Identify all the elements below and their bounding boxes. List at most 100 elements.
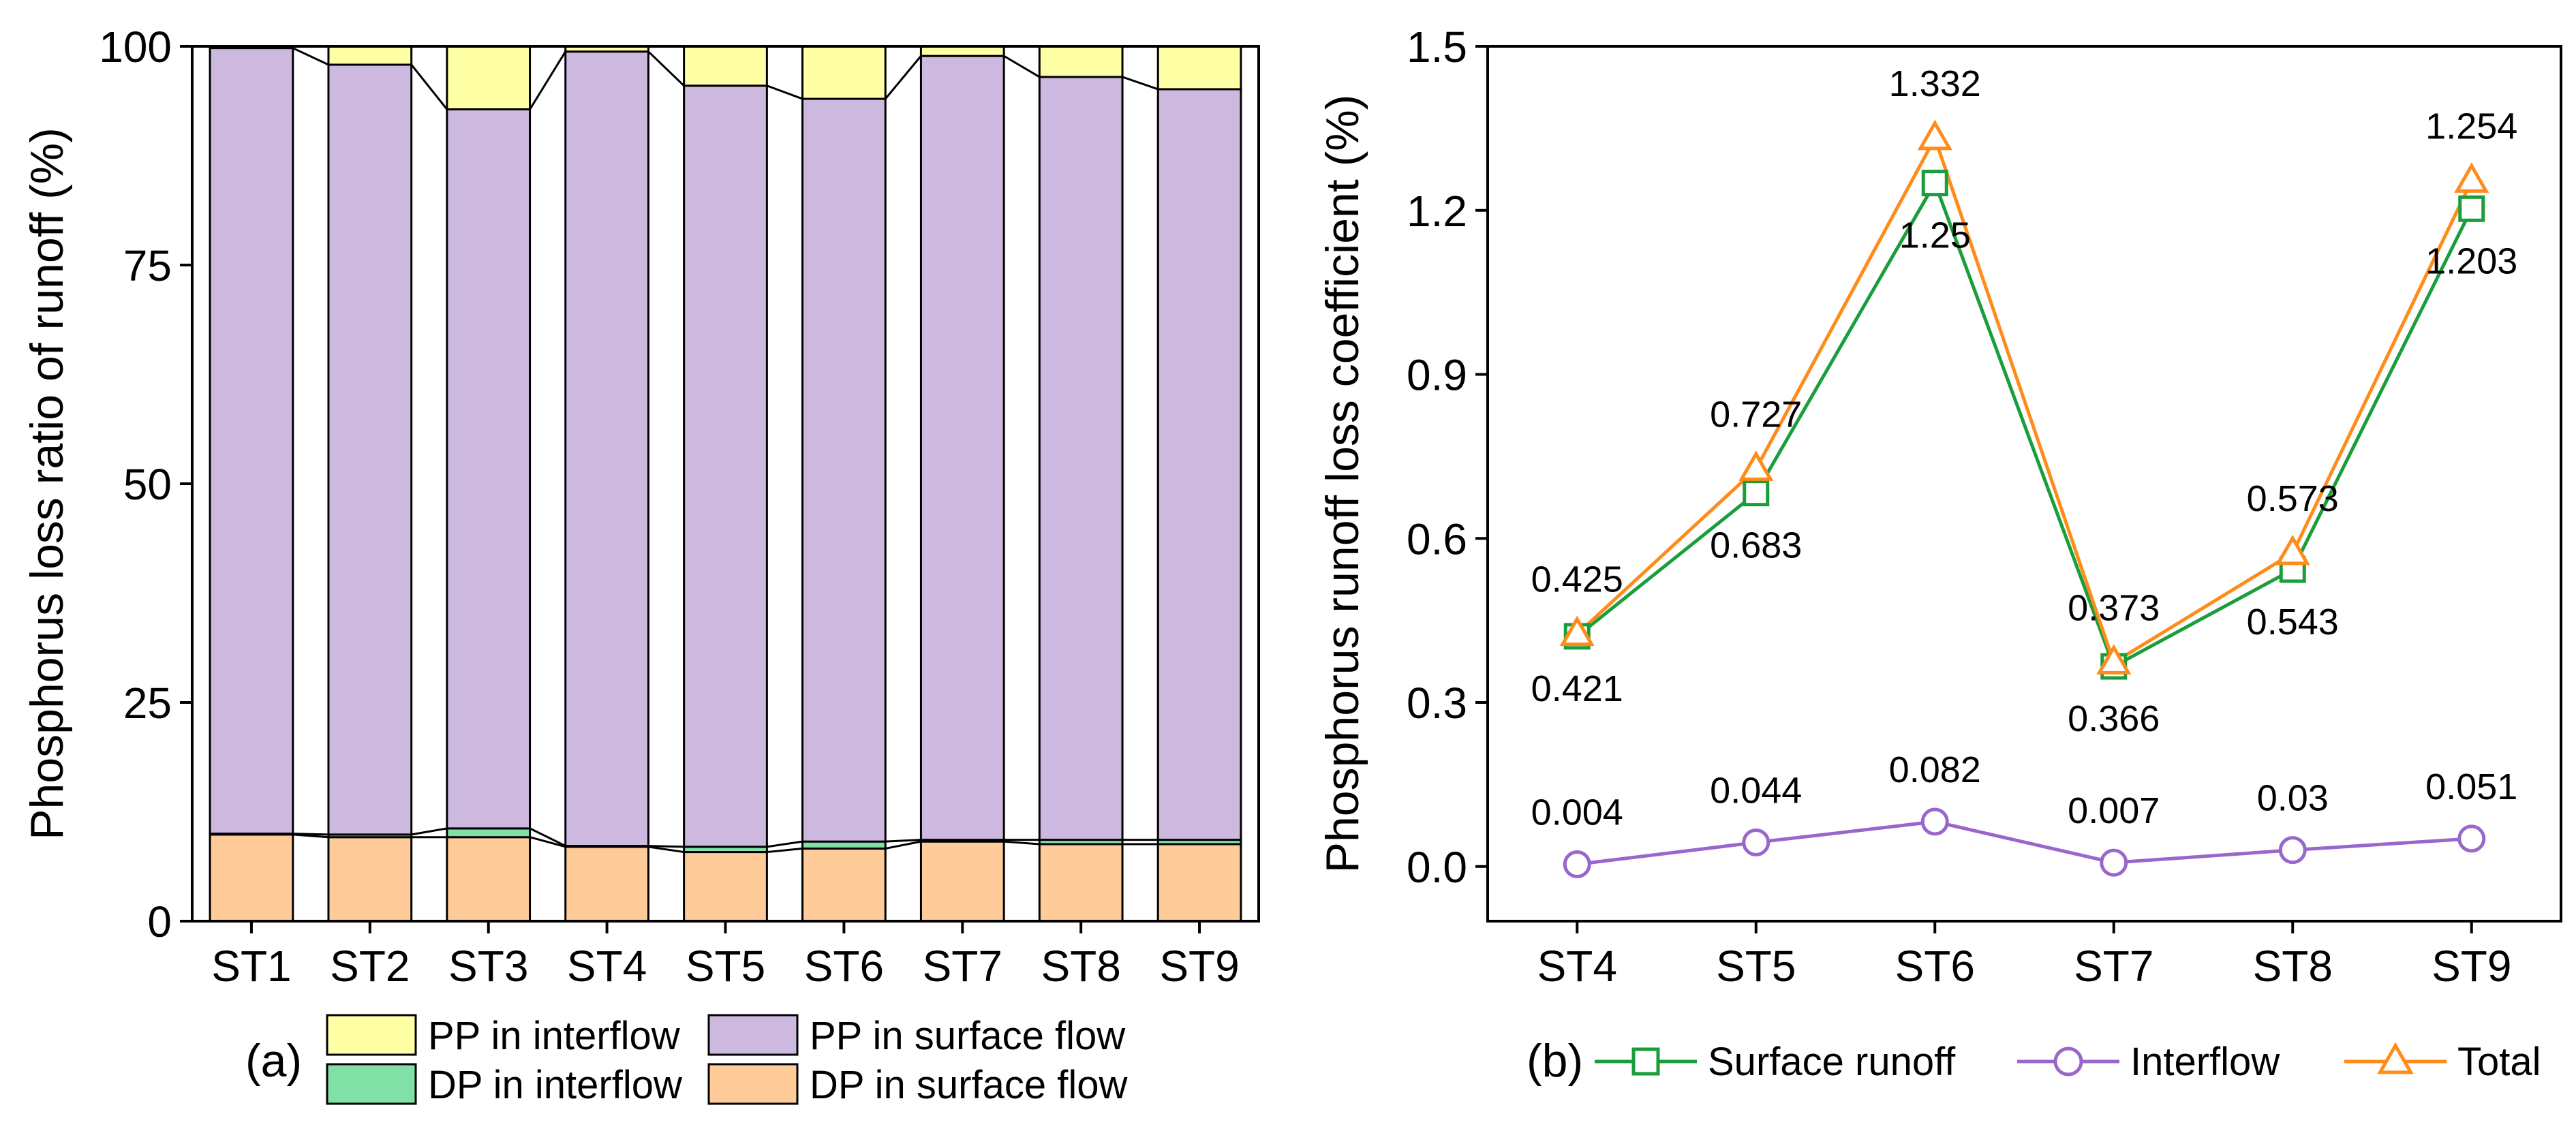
- bar-st3-dp-in-surface-flow: [446, 836, 532, 923]
- panel-b-x-axis: ST4 ST5 ST6 ST7 ST8 ST9: [1537, 921, 2511, 991]
- data-label-interflow-st5: 0.044: [1710, 770, 1802, 811]
- bar-st5-pp-in-interflow: [683, 45, 768, 87]
- data-label-total-st4: 0.425: [1531, 559, 1623, 600]
- panel-a-x-axis: ST1 ST2 ST3 ST4 ST5 ST6 ST7 ST8 ST9: [211, 921, 1240, 991]
- legend-label-total: Total: [2457, 1040, 2541, 1084]
- bar-st2-pp-in-surface-flow: [327, 63, 413, 836]
- data-label-total-st9: 1.254: [2425, 106, 2517, 146]
- panel-a-x-tick-label-st8: ST8: [1041, 942, 1120, 991]
- marker-surface-runoff-st5: [1743, 480, 1770, 507]
- legend-swatch-dp-in-interflow: [326, 1063, 417, 1105]
- legend-label-dp-in-interflow: DP in interflow: [428, 1063, 683, 1107]
- legend-swatch-pp-in-interflow: [326, 1014, 417, 1056]
- connector-st3-st4-level3: [529, 50, 567, 110]
- connector-st3-st4-level2: [529, 827, 566, 847]
- bar-st3-pp-in-surface-flow: [446, 108, 532, 830]
- connector-st6-st7-level2: [885, 839, 921, 843]
- bar-st5-dp-in-surface-flow: [683, 851, 768, 923]
- panel-b-line-chart: 0.0 0.3 0.6 0.9 1.2 1.5 ST4 ST5 ST6 ST7 ST8 ST9 0.…: [1317, 22, 2562, 1087]
- connector-st6-st7-level1: [885, 840, 921, 850]
- bar-st7-dp-in-surface-flow: [919, 840, 1005, 923]
- data-label-surface-runoff-st8: 0.543: [2247, 602, 2339, 642]
- panel-a-y-tick-label-25: 25: [123, 679, 172, 728]
- bar-st2-dp-in-surface-flow: [327, 836, 413, 923]
- panel-b-label: (b): [1527, 1035, 1583, 1087]
- legend-label-interflow: Interflow: [2130, 1040, 2280, 1084]
- connector-st4-st5-level2: [648, 845, 684, 848]
- data-label-surface-runoff-st5: 0.683: [1710, 525, 1802, 566]
- panel-b-y-axis: 0.0 0.3 0.6 0.9 1.2 1.5: [1407, 22, 1488, 892]
- legend-swatch-dp-in-surface-flow: [707, 1063, 799, 1105]
- legend-label-pp-in-interflow: PP in interflow: [428, 1014, 681, 1058]
- data-label-total-st8: 0.573: [2247, 478, 2339, 519]
- legend-label-pp-in-surface-flow: PP in surface flow: [810, 1014, 1126, 1058]
- panel-b-data-labels: 0.421 0.683 1.25 0.366 0.543 1.203 0.004 0.044 0…: [1531, 63, 2518, 833]
- marker-total-st7: [2096, 644, 2132, 675]
- marker-total-st4: [1559, 615, 1595, 647]
- marker-interflow-st5: [1742, 828, 1770, 856]
- panel-b-y-tick-label-1-2: 1.2: [1407, 187, 1467, 236]
- panel-a-x-tick-label-st9: ST9: [1159, 942, 1239, 991]
- panel-b-x-tick-label-st9: ST9: [2432, 942, 2511, 991]
- bar-st7-pp-in-interflow: [919, 45, 1005, 57]
- legend-label-dp-in-surface-flow: DP in surface flow: [810, 1063, 1128, 1107]
- line-surface-runoff: [1576, 179, 2473, 669]
- connector-st4-st5-level3: [647, 50, 685, 87]
- data-label-interflow-st6: 0.082: [1889, 749, 1981, 790]
- panel-a-y-tick-label-0: 0: [147, 897, 172, 946]
- data-label-interflow-st7: 0.007: [2068, 790, 2160, 831]
- panel-a-y-tick-label-75: 75: [123, 241, 172, 290]
- data-label-interflow-st4: 0.004: [1531, 792, 1623, 833]
- data-label-total-st6: 1.332: [1889, 63, 1981, 104]
- data-label-surface-runoff-st7: 0.366: [2068, 698, 2160, 739]
- legend-marker-total: [2377, 1042, 2414, 1074]
- panel-a-x-tick-label-st6: ST6: [804, 942, 884, 991]
- bar-st9-pp-in-interflow: [1156, 45, 1242, 91]
- connector-st8-st9-level3: [1122, 76, 1159, 91]
- line-interflow: [1576, 820, 2472, 867]
- data-label-total-st5: 0.727: [1710, 394, 1802, 435]
- panel-a-stacked-bar-chart: 0 25 50 75 100 ST1 ST2 ST3 ST4 ST5 ST6 ST7 ST8 ST9 P…: [21, 22, 1260, 1107]
- panel-b-x-tick-label-st4: ST4: [1537, 942, 1617, 991]
- marker-interflow-st7: [2100, 848, 2128, 877]
- panel-a-y-axis-label: Phosphorus loss ratio of runoff (%): [21, 127, 73, 840]
- marker-interflow-st8: [2278, 836, 2307, 865]
- bar-st6-pp-in-interflow: [801, 45, 887, 100]
- data-label-surface-runoff-st4: 0.421: [1531, 668, 1623, 709]
- connector-st6-st7-level3: [885, 55, 922, 99]
- panel-a-x-tick-label-st7: ST7: [923, 942, 1002, 991]
- connector-st4-st5-level1: [648, 846, 684, 854]
- panel-a-y-axis: 0 25 50 75 100: [99, 22, 192, 946]
- panel-a-label: (a): [245, 1035, 302, 1087]
- bar-st8-dp-in-surface-flow: [1038, 843, 1124, 923]
- connector-st7-st8-level3: [1003, 55, 1041, 78]
- legend-marker-interflow: [2053, 1047, 2083, 1076]
- panel-a-x-tick-label-st5: ST5: [686, 942, 765, 991]
- bar-st6-pp-in-surface-flow: [801, 97, 887, 843]
- bar-st6-dp-in-surface-flow: [801, 847, 887, 923]
- data-label-surface-runoff-st9: 1.203: [2425, 241, 2517, 281]
- bar-st2-pp-in-interflow: [327, 45, 413, 66]
- panel-b-series-lines: [1559, 119, 2489, 879]
- connector-st1-st2-level2: [292, 833, 329, 836]
- legend-marker-surface-runoff: [1631, 1047, 1660, 1076]
- connector-st3-st4-level1: [530, 836, 566, 848]
- panel-b-x-tick-label-st8: ST8: [2253, 942, 2333, 991]
- panel-a-x-tick-label-st2: ST2: [330, 942, 410, 991]
- panel-b-y-tick-label-0-9: 0.9: [1407, 351, 1467, 400]
- marker-surface-runoff-st9: [2458, 195, 2485, 222]
- bar-st4-dp-in-surface-flow: [564, 846, 649, 923]
- bar-st3-dp-in-interflow: [446, 827, 532, 839]
- panel-a-x-tick-label-st1: ST1: [211, 942, 291, 991]
- legend-label-surface-runoff: Surface runoff: [1708, 1040, 1956, 1084]
- panel-b-plot-frame: [1486, 45, 2562, 923]
- bar-st1-pp-in-surface-flow: [209, 47, 294, 835]
- bar-st9-pp-in-surface-flow: [1156, 88, 1242, 841]
- panel-b-y-tick-label-0-6: 0.6: [1407, 514, 1467, 563]
- connector-st2-st3-level3: [410, 64, 448, 110]
- bar-st5-pp-in-surface-flow: [683, 84, 768, 848]
- panel-a-bars: [209, 45, 1242, 923]
- marker-interflow-st4: [1563, 850, 1591, 879]
- bar-st4-pp-in-surface-flow: [564, 50, 649, 848]
